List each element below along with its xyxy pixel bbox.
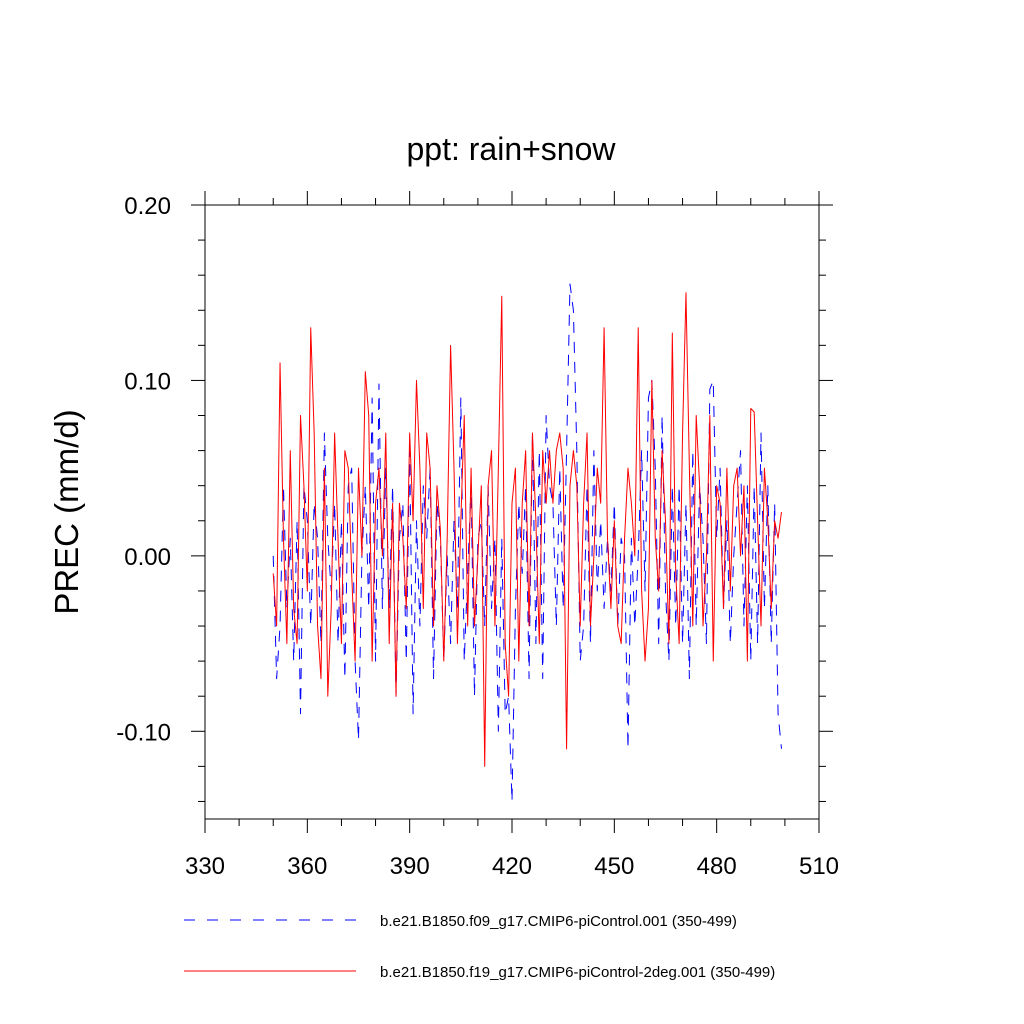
x-tick-label: 480 — [697, 853, 737, 880]
x-tick-label: 390 — [390, 853, 430, 880]
x-tick-label: 330 — [185, 853, 225, 880]
y-tick-label: 0.20 — [124, 193, 171, 220]
x-tick-label: 420 — [492, 853, 532, 880]
legend-label-red: b.e21.B1850.f19_g17.CMIP6-piControl-2deg… — [380, 964, 775, 981]
y-axis-label: PREC (mm/d) — [48, 409, 85, 614]
legend: b.e21.B1850.f09_g17.CMIP6-piControl.001 … — [184, 913, 775, 981]
x-tick-label: 360 — [287, 853, 327, 880]
y-tick-label: 0.10 — [124, 368, 171, 395]
plot-frame — [204, 204, 820, 820]
x-tick-label: 510 — [799, 853, 839, 880]
y-tick-label: -0.10 — [116, 719, 171, 746]
series-line-blue — [272, 283, 782, 802]
chart-title: ppt: rain+snow — [406, 131, 616, 167]
legend-label-blue: b.e21.B1850.f09_g17.CMIP6-piControl.001 … — [380, 913, 737, 930]
x-tick-label: 450 — [594, 853, 634, 880]
ticks-layer: 330 360 390 420 450 480 510 -0.10 0.00 0.10 0.20 — [116, 191, 839, 880]
series-line-red — [272, 292, 782, 767]
y-tick-label: 0.00 — [124, 544, 171, 571]
series-layer — [272, 283, 782, 802]
